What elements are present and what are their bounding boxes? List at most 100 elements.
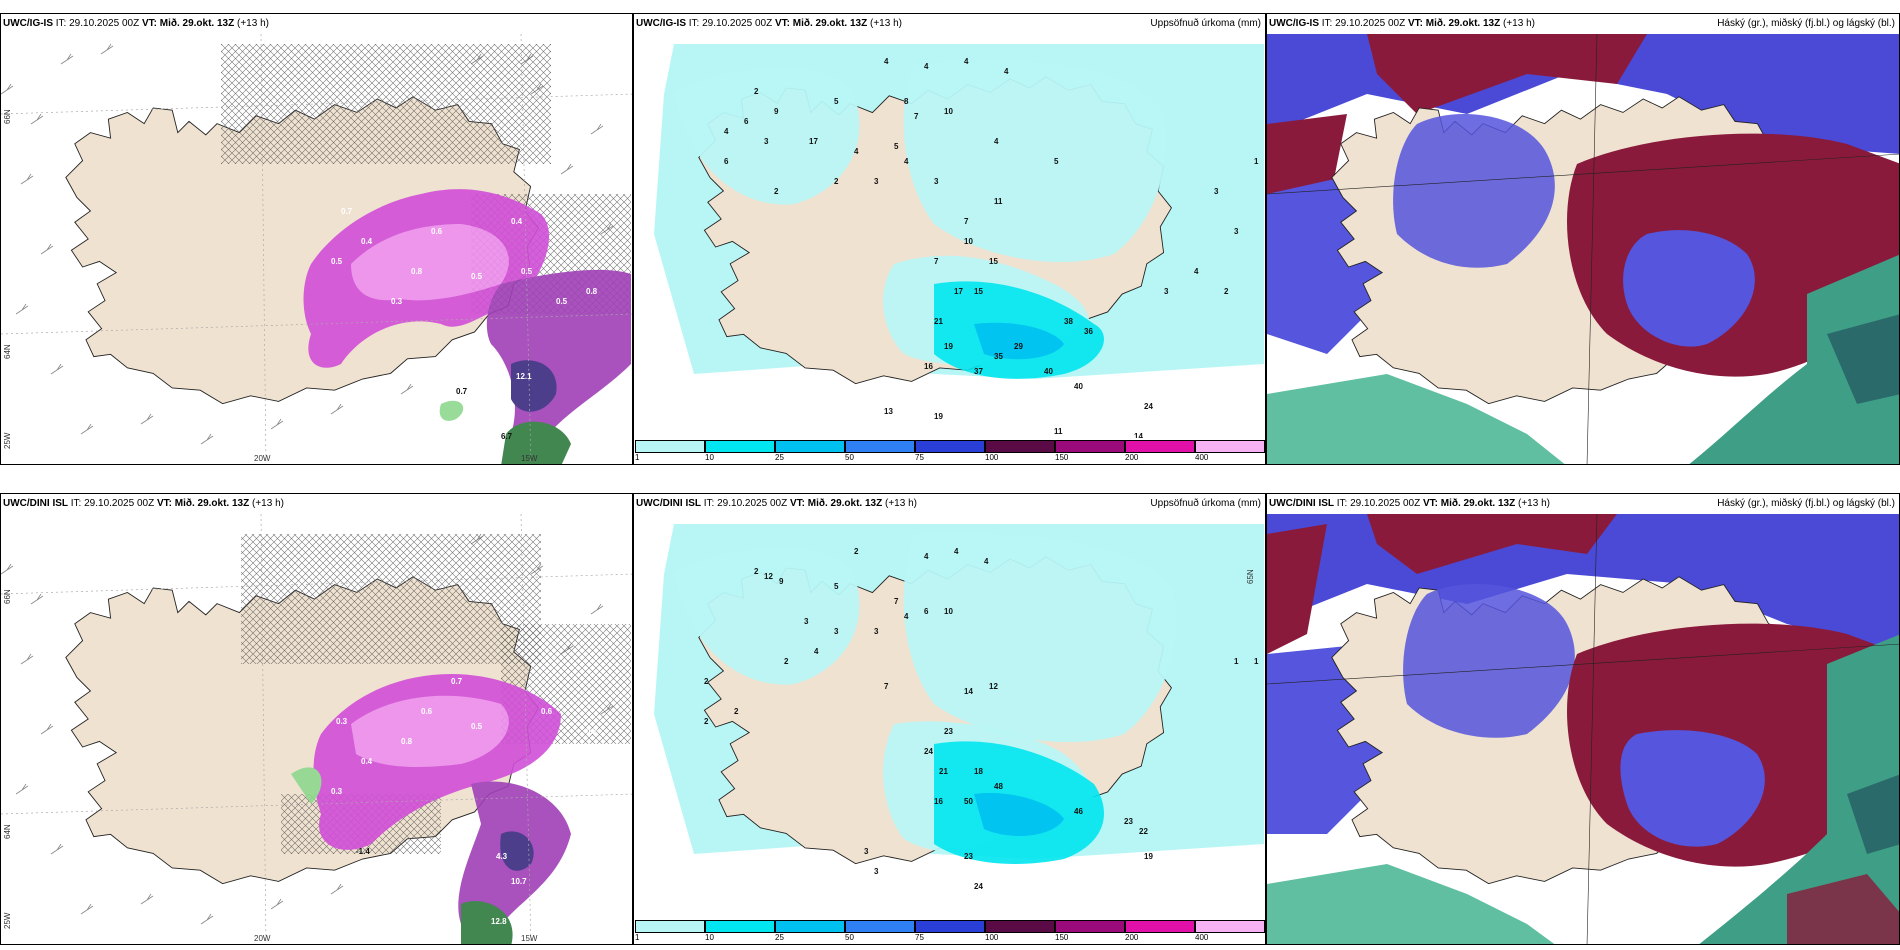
- svg-text:4: 4: [924, 552, 929, 561]
- panel-bottom-middle-precip: UWC/DINI ISL IT: 29.10.2025 00Z VT: Mið.…: [633, 493, 1266, 945]
- svg-text:23: 23: [964, 852, 973, 861]
- lat-label-64: 64N: [3, 824, 12, 839]
- svg-text:22: 22: [1139, 827, 1148, 836]
- svg-text:50: 50: [964, 797, 973, 806]
- cloud-map[interactable]: [1267, 33, 1899, 464]
- svg-text:23: 23: [1124, 817, 1133, 826]
- svg-text:13: 13: [884, 407, 893, 416]
- svg-text:0.4: 0.4: [361, 757, 373, 766]
- colorbar-tick: 25: [775, 453, 784, 462]
- field-title: Háský (gr.), miðský (fj.bl.) og lágský (…: [1717, 498, 1895, 509]
- svg-text:4: 4: [854, 147, 859, 156]
- svg-text:15: 15: [974, 287, 983, 296]
- panel-header: UWC/DINI ISL IT: 29.10.2025 00Z VT: Mið.…: [1, 494, 632, 514]
- svg-text:10: 10: [944, 107, 953, 116]
- colorbar-seg-1: [635, 920, 705, 933]
- colorbar-tick: 100: [985, 933, 999, 942]
- svg-text:10: 10: [964, 237, 973, 246]
- field-title: Háský (gr.), miðský (fj.bl.) og lágský (…: [1717, 18, 1895, 29]
- svg-text:4: 4: [904, 612, 909, 621]
- lat-label-66: 66N: [3, 589, 12, 604]
- svg-text:5: 5: [834, 582, 839, 591]
- svg-text:17: 17: [954, 287, 963, 296]
- svg-text:4: 4: [904, 157, 909, 166]
- svg-text:0.6: 0.6: [541, 707, 553, 716]
- svg-text:0.5: 0.5: [471, 722, 483, 731]
- colorbar-tick: 200: [1125, 933, 1139, 942]
- svg-text:2: 2: [854, 547, 859, 556]
- svg-text:4: 4: [924, 62, 929, 71]
- svg-text:0.8: 0.8: [411, 267, 423, 276]
- svg-text:0.6: 0.6: [421, 707, 433, 716]
- weather-map[interactable]: 0.3 0.7 0.6 0.8 0.5 0.4 0.3 -1.4 10.7 12…: [1, 513, 632, 944]
- svg-text:3: 3: [864, 847, 869, 856]
- weather-map[interactable]: 0.7 0.4 0.5 0.6 0.8 0.5 0.4 0.5 0.3 12.1…: [1, 33, 632, 464]
- colorbar-seg-3: [775, 920, 845, 933]
- svg-text:7: 7: [964, 217, 969, 226]
- colorbar-tick: 150: [1055, 453, 1069, 462]
- svg-text:3: 3: [934, 177, 939, 186]
- svg-text:5: 5: [894, 142, 899, 151]
- svg-text:0.7: 0.7: [451, 677, 463, 686]
- panel-header: UWC/IG-IS IT: 29.10.2025 00Z VT: Mið. 29…: [634, 14, 1265, 34]
- panel-top-middle-precip: UWC/IG-IS IT: 29.10.2025 00Z VT: Mið. 29…: [633, 13, 1266, 465]
- colorbar-tick: 75: [915, 933, 924, 942]
- svg-text:7: 7: [894, 597, 899, 606]
- svg-text:24: 24: [974, 882, 983, 891]
- panel-header: UWC/IG-IS IT: 29.10.2025 00Z VT: Mið. 29…: [1267, 14, 1899, 34]
- svg-text:0.3: 0.3: [336, 717, 348, 726]
- svg-text:9: 9: [779, 577, 784, 586]
- colorbar-seg-1: [635, 440, 705, 453]
- svg-text:2: 2: [754, 87, 759, 96]
- panel-header: UWC/DINI ISL IT: 29.10.2025 00Z VT: Mið.…: [634, 494, 1265, 514]
- svg-text:15: 15: [989, 257, 998, 266]
- svg-text:4: 4: [994, 137, 999, 146]
- svg-text:4: 4: [1004, 67, 1009, 76]
- svg-text:6: 6: [744, 117, 749, 126]
- colorbar-tick: 400: [1195, 933, 1209, 942]
- svg-text:19: 19: [944, 342, 953, 351]
- svg-text:1: 1: [1254, 657, 1259, 666]
- svg-text:18: 18: [974, 767, 983, 776]
- colorbar-seg-6: [985, 440, 1055, 453]
- colorbar-seg-4: [845, 440, 915, 453]
- colorbar-tick: 25: [775, 933, 784, 942]
- svg-text:5: 5: [834, 97, 839, 106]
- svg-text:29: 29: [1014, 342, 1023, 351]
- svg-text:36: 36: [1084, 327, 1093, 336]
- colorbar-seg-3: [775, 440, 845, 453]
- svg-text:3: 3: [874, 177, 879, 186]
- svg-text:4: 4: [954, 547, 959, 556]
- lat-label-25w: 25W: [3, 432, 12, 449]
- svg-text:5: 5: [1054, 157, 1059, 166]
- svg-text:2: 2: [754, 567, 759, 576]
- colorbar-seg-9: [1195, 440, 1265, 453]
- svg-text:3: 3: [874, 627, 879, 636]
- lat-label-65: 65N: [633, 89, 635, 104]
- colorbar-seg-8: [1125, 440, 1195, 453]
- svg-text:14: 14: [1134, 432, 1143, 440]
- svg-text:2: 2: [784, 657, 789, 666]
- colorbar-tick: 1: [635, 933, 640, 942]
- colorbar-seg-4: [845, 920, 915, 933]
- svg-text:24: 24: [1144, 402, 1153, 411]
- cloud-map[interactable]: [1267, 513, 1899, 944]
- svg-text:0.2: 0.2: [586, 727, 598, 736]
- svg-text:9: 9: [774, 107, 779, 116]
- svg-text:0.5: 0.5: [471, 272, 483, 281]
- svg-text:7: 7: [934, 257, 939, 266]
- svg-text:3: 3: [834, 627, 839, 636]
- svg-text:12.8: 12.8: [491, 917, 507, 926]
- panel-top-left-weather: UWC/IG-IS IT: 29.10.2025 00Z VT: Mið. 29…: [0, 13, 633, 465]
- lon-label-20w: 20W: [254, 454, 271, 463]
- colorbar-seg-5: [915, 920, 985, 933]
- colorbar-tick: 100: [985, 453, 999, 462]
- svg-text:24: 24: [924, 747, 933, 756]
- svg-text:0.3: 0.3: [331, 787, 343, 796]
- svg-text:0.4: 0.4: [511, 217, 523, 226]
- svg-text:35: 35: [994, 352, 1003, 361]
- svg-text:6: 6: [924, 607, 929, 616]
- svg-text:7: 7: [884, 682, 889, 691]
